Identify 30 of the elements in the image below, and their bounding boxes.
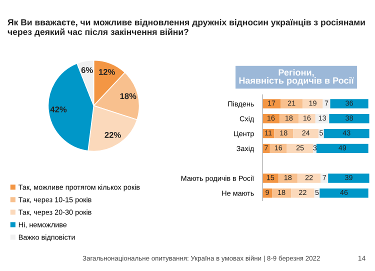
bar: [274, 128, 294, 138]
data-label: 18%: [120, 93, 136, 100]
bar: [272, 188, 292, 198]
bar: [320, 174, 328, 183]
bar: [324, 128, 370, 138]
bar: [315, 114, 330, 124]
bar: [293, 128, 319, 138]
bar: [262, 99, 280, 108]
bar: [322, 99, 330, 108]
bar: [328, 174, 370, 183]
bar: [329, 114, 370, 124]
data-label: 12%: [99, 69, 115, 75]
bar: [280, 99, 303, 108]
bar: [279, 114, 298, 124]
bar: [302, 99, 323, 108]
bar: [297, 174, 321, 183]
data-label: 42%: [50, 106, 67, 112]
bar: [291, 188, 314, 198]
bar: [278, 174, 298, 183]
bar: [262, 174, 278, 183]
data-label: 22%: [104, 132, 121, 138]
bar: [298, 114, 316, 124]
bar: [320, 188, 368, 198]
data-label: 6%: [81, 67, 93, 74]
bar: [262, 114, 280, 124]
bar: [286, 144, 314, 154]
bar: [330, 99, 368, 108]
bar: [316, 144, 368, 154]
chart-title: Регіони, Наявність родичів в Росії: [239, 68, 354, 86]
text: Як Ви вважаєте, чи можливе відновлення дружніх відносин українців з росіянами через деякий час після закінчення війни?: [8, 18, 365, 37]
